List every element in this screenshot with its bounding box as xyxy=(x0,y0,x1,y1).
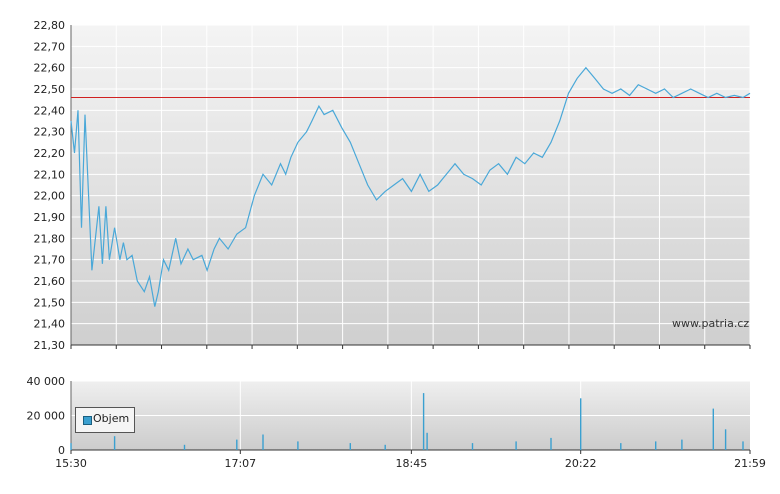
x-tick-label: 20:22 xyxy=(565,457,597,470)
price-tick-label: 22,30 xyxy=(34,126,66,139)
x-tick-label: 15:30 xyxy=(55,457,87,470)
watermark: www.patria.cz xyxy=(672,317,750,330)
price-plot-area xyxy=(71,25,750,345)
volume-bar xyxy=(70,443,72,450)
price-tick-label: 21,80 xyxy=(34,232,66,245)
price-tick-label: 22,60 xyxy=(34,62,66,75)
legend-swatch-icon xyxy=(83,416,92,425)
legend-label: Objem xyxy=(93,412,130,425)
volume-bar xyxy=(422,393,425,450)
volume-bar xyxy=(349,443,351,450)
volume-bar xyxy=(724,429,727,450)
volume-bar xyxy=(580,398,582,451)
volume-tick-label: 40 000 xyxy=(27,375,66,388)
volume-bar xyxy=(712,408,714,450)
volume-bar xyxy=(183,444,186,450)
volume-bar xyxy=(262,434,264,450)
volume-bar xyxy=(681,439,683,450)
volume-bar xyxy=(297,441,299,450)
volume-bar xyxy=(620,443,622,450)
volume-panel: 40 000 20 000 015:30 17:07 18:45 20:22 21:59 xyxy=(27,375,766,470)
price-tick-label: 21,70 xyxy=(34,254,66,267)
x-tick-label: 18:45 xyxy=(396,457,428,470)
volume-bar xyxy=(384,444,386,450)
volume-bar xyxy=(236,439,238,450)
volume-bar xyxy=(113,436,116,450)
volume-tick-label: 0 xyxy=(58,444,65,457)
price-tick-label: 21,60 xyxy=(34,275,66,288)
price-tick-label: 21,90 xyxy=(34,211,66,224)
price-tick-label: 22,20 xyxy=(34,147,66,160)
price-panel: 22,80 22,70 22,60 22,50 22,40 22,30 22,20 22,10… xyxy=(34,19,751,352)
volume-bar xyxy=(515,441,517,450)
price-tick-label: 21,40 xyxy=(34,318,66,331)
volume-bar xyxy=(471,443,474,450)
price-tick-label: 22,80 xyxy=(34,19,66,32)
price-tick-label: 22,10 xyxy=(34,168,66,181)
price-tick-label: 22,50 xyxy=(34,83,66,96)
volume-bar xyxy=(550,437,552,450)
price-tick-label: 22,70 xyxy=(34,40,66,53)
price-tick-label: 22,40 xyxy=(34,104,66,117)
x-tick-label: 21:59 xyxy=(734,457,766,470)
price-tick-label: 21,30 xyxy=(34,339,66,352)
x-tick-label: 17:07 xyxy=(224,457,256,470)
price-tick-label: 21,50 xyxy=(34,296,66,309)
volume-bar xyxy=(655,441,657,450)
volume-bar xyxy=(742,441,744,450)
volume-tick-label: 20 000 xyxy=(27,410,66,423)
volume-legend: Objem xyxy=(75,407,135,433)
volume-bar xyxy=(426,432,428,451)
price-line xyxy=(70,66,751,307)
price-tick-label: 22,00 xyxy=(34,190,66,203)
